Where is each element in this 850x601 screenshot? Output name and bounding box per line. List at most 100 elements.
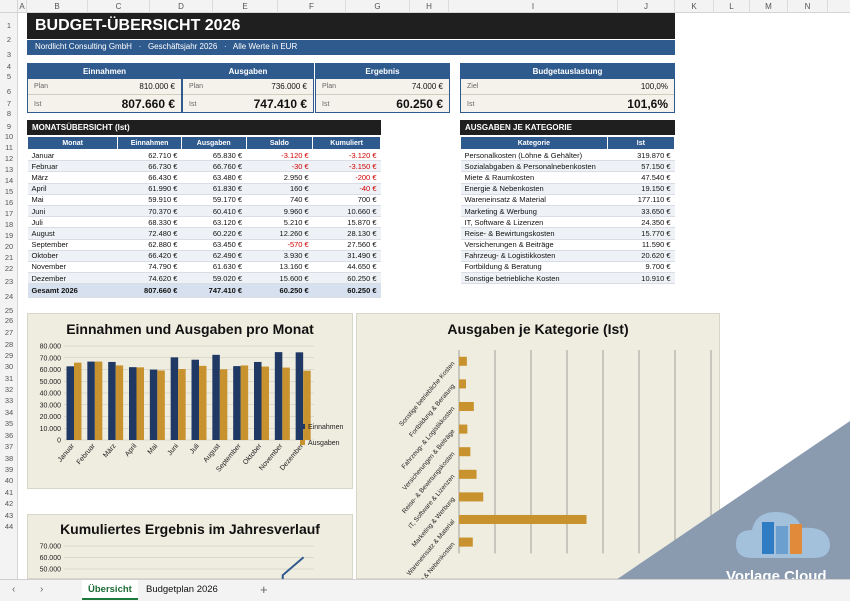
row-header[interactable]: 12 [4,154,14,163]
table-cell[interactable]: November [27,261,118,274]
table-row[interactable]: April 61.990 €61.830 €160 € -40 € [27,183,381,195]
table-row[interactable]: Mai 59.910 €59.170 €740 €700 € [27,194,381,206]
table-cell[interactable]: 10.660 € [312,205,381,218]
table-cell[interactable]: Gesamt 2026 [27,283,118,299]
row-header[interactable]: 40 [4,476,14,485]
table-cell[interactable]: 160 € [246,183,313,195]
table-cell[interactable]: 44.650 € [312,261,381,274]
table-cell[interactable]: IT, Software & Lizenzen [460,216,608,229]
table-cell[interactable]: Fahrzeug- & Logistikkosten [460,250,608,262]
table-cell[interactable]: 15.600 € [246,272,313,285]
row-header[interactable]: 11 [5,143,13,152]
row-header[interactable]: 36 [4,431,14,440]
row-header[interactable]: 27 [4,328,14,337]
table-cell[interactable]: 740 € [246,194,313,206]
table-cell[interactable]: Miete & Raumkosten [460,171,608,184]
row-header[interactable]: 10 [4,132,14,141]
kpi-value-ist[interactable]: 747.410 € [253,97,307,111]
column-header-cell[interactable]: Monat [26,136,119,150]
table-cell[interactable]: -3.120 € [246,149,313,162]
table-cell[interactable]: 20.620 € [607,250,675,262]
row-header[interactable]: 7 [6,99,12,108]
column-header[interactable]: A [18,0,27,13]
table-row[interactable]: Juli 68.330 €63.120 €5.210 €15.870 € [27,216,381,229]
table-cell[interactable]: -3.150 € [312,160,381,173]
table-cell[interactable]: 59.020 € [181,272,247,285]
row-header[interactable]: 18 [4,220,14,229]
table-cell[interactable]: 319.870 € [607,149,675,162]
kpi-value-ziel[interactable]: 100,0% [640,82,668,91]
table-cell[interactable]: Juli [27,216,118,229]
table-cell[interactable]: 63.450 € [181,239,247,251]
table-row[interactable]: Personalkosten (Löhne & Gehälter) 319.870… [460,149,675,162]
row-header[interactable]: 34 [4,408,14,417]
table-cell[interactable]: 72.480 € [117,227,182,240]
row-header[interactable]: 22 [4,264,14,273]
table-cell[interactable]: -570 € [246,239,313,251]
table-cell[interactable]: 9.700 € [607,261,675,274]
table-row[interactable]: Fortbildung & Beratung 9.700 € [460,261,675,274]
table-cell[interactable]: 33.650 € [607,205,675,218]
table-row[interactable]: September 62.880 €63.450 € -570 €27.560 € [27,239,381,251]
table-row[interactable]: Marketing & Werbung 33.650 € [460,205,675,218]
table-cell[interactable]: 62.490 € [181,250,247,262]
table-cell[interactable]: Reise- & Bewirtungskosten [460,227,608,240]
column-header-cell[interactable]: Ausgaben [180,136,247,150]
tab-prev-button[interactable]: ‹ [12,584,16,595]
table-row[interactable]: IT, Software & Lizenzen 24.350 € [460,216,675,229]
column-header-cell[interactable]: Ist [606,136,676,150]
table-cell[interactable]: 10.910 € [607,272,675,285]
table-cell[interactable]: 5.210 € [246,216,313,229]
table-cell[interactable]: 70.370 € [117,205,182,218]
column-header[interactable]: I [449,0,618,13]
table-cell[interactable]: Oktober [27,250,118,262]
table-row[interactable]: März 66.430 €63.480 €2.950 € -200 € [27,171,381,184]
row-header[interactable]: 17 [4,209,14,218]
column-header[interactable]: M [750,0,788,13]
row-header[interactable]: 38 [4,454,14,463]
table-cell[interactable]: 65.830 € [181,149,247,162]
column-header[interactable]: K [675,0,714,13]
tab-next-button[interactable]: › [40,584,44,595]
table-cell[interactable]: Energie & Nebenkosten [460,183,608,195]
table-cell[interactable]: 177.110 € [607,194,675,206]
row-header[interactable]: 29 [4,351,14,360]
select-all-corner[interactable] [0,0,18,13]
table-cell[interactable]: Personalkosten (Löhne & Gehälter) [460,149,608,162]
table-cell[interactable]: -3.120 € [312,149,381,162]
add-sheet-button[interactable]: + [260,582,268,597]
chart-monthly[interactable]: Einnahmen und Ausgaben pro Monat 0 10.000… [27,313,353,489]
row-header[interactable]: 15 [4,187,14,196]
table-cell[interactable]: 60.250 € [312,272,381,285]
kpi-value-ist[interactable]: 60.250 € [396,97,443,111]
table-row[interactable]: November 74.790 €61.630 €13.160 €44.650 € [27,261,381,274]
table-cell[interactable]: 13.160 € [246,261,313,274]
table-row[interactable]: Oktober 66.420 €62.490 €3.930 €31.490 € [27,250,381,262]
row-header[interactable]: 44 [4,522,14,531]
table-cell[interactable]: -30 € [246,160,313,173]
table-cell[interactable]: 24.350 € [607,216,675,229]
table-row[interactable]: Juni 70.370 €60.410 €9.960 €10.660 € [27,205,381,218]
table-cell[interactable]: 47.540 € [607,171,675,184]
table-row[interactable]: Wareneinsatz & Material 177.110 € [460,194,675,206]
tab-budgetplan[interactable]: Budgetplan 2026 [146,584,218,595]
row-header[interactable]: 13 [4,165,14,174]
table-cell[interactable]: 31.490 € [312,250,381,262]
column-header[interactable]: B [27,0,88,13]
row-header[interactable]: 39 [4,465,14,474]
table-row[interactable]: Dezember 74.620 €59.020 €15.600 €60.250 € [27,272,381,285]
table-cell[interactable]: 12.260 € [246,227,313,240]
table-cell[interactable]: 62.710 € [117,149,182,162]
table-cell[interactable]: 15.770 € [607,227,675,240]
row-header[interactable]: 32 [4,385,14,394]
table-cell[interactable]: 3.930 € [246,250,313,262]
row-header[interactable]: 5 [6,72,12,81]
row-header[interactable]: 1 [6,21,12,30]
row-header[interactable]: 25 [4,306,14,315]
row-header[interactable]: 6 [6,87,12,96]
row-header[interactable]: 20 [4,242,14,251]
table-cell[interactable]: 66.730 € [117,160,182,173]
row-header[interactable]: 8 [6,109,12,118]
table-cell[interactable]: Marketing & Werbung [460,205,608,218]
chart-cumulative[interactable]: Kumuliertes Ergebnis im Jahresverlauf 50… [27,514,353,580]
